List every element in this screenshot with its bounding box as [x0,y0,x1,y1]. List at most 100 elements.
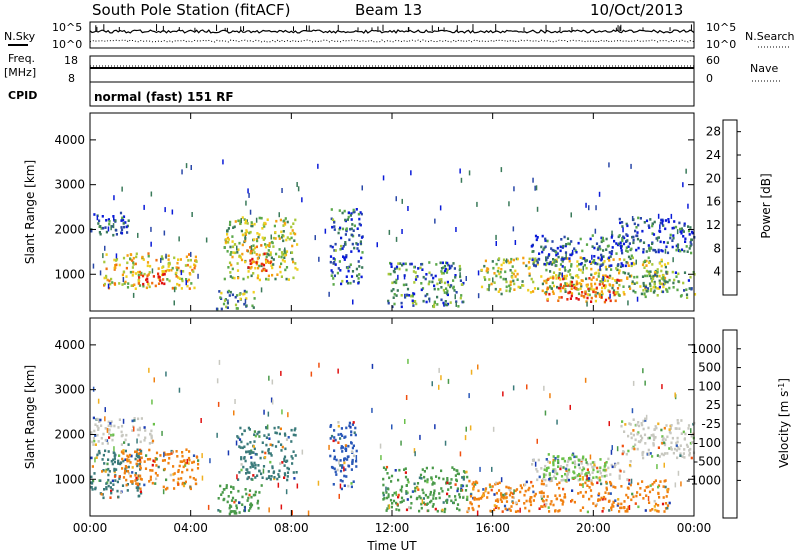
heatmap-cell [622,271,625,274]
heatmap-cell [277,234,280,238]
heatmap-cell [630,432,633,435]
heatmap-cell [283,464,286,467]
heatmap-cell [143,204,145,210]
heatmap-cell [122,215,126,218]
heatmap-cell [662,453,665,457]
heatmap-cell [534,492,537,496]
heatmap-cell [382,493,385,497]
heatmap-cell [246,471,249,474]
heatmap-cell [383,497,386,500]
heatmap-cell [291,510,293,516]
heatmap-cell [136,459,139,463]
heatmap-cell [644,380,646,386]
heatmap-cell [339,248,342,251]
heatmap-cell [515,501,518,504]
heatmap-cell [359,211,362,214]
heatmap-cell [178,283,181,287]
heatmap-cell [125,266,128,270]
y-tick-label: 1000 [54,267,85,281]
heatmap-cell [457,305,460,308]
heatmap-cell [618,474,621,478]
heatmap-cell [577,288,580,291]
heatmap-cell [675,449,678,452]
heatmap-cell [625,452,628,456]
heatmap-cell [267,244,271,247]
heatmap-cell [602,284,606,287]
heatmap-cell [103,462,106,465]
heatmap-cell [419,473,423,477]
heatmap-cell [388,476,391,480]
heatmap-cell [127,282,130,285]
heatmap-cell [430,273,433,277]
heatmap-cell [269,460,272,464]
heatmap-cell [249,503,252,507]
heatmap-cell [540,497,544,501]
heatmap-cell [98,449,101,453]
heatmap-cell [432,305,436,309]
heatmap-cell [580,283,583,286]
heatmap-cell [294,232,297,236]
heatmap-cell [347,484,350,488]
heatmap-cell [240,463,243,466]
heatmap-cell [661,435,664,438]
heatmap-cell [642,248,645,251]
heatmap-cell [126,483,129,486]
heatmap-cell [231,240,234,243]
heatmap-cell [400,487,403,493]
heatmap-cell [123,471,126,475]
heatmap-cell [110,225,112,231]
heatmap-cell [577,492,580,495]
heatmap-cell [157,282,161,285]
heatmap-cell [141,274,145,278]
heatmap-cell [122,449,125,452]
heatmap-cell [166,453,169,456]
heatmap-cell [254,476,257,479]
heatmap-cell [105,486,108,489]
heatmap-cell [636,296,639,302]
heatmap-cell [568,257,571,260]
heatmap-cell [598,469,601,473]
heatmap-cell [413,482,416,486]
heatmap-cell [665,424,668,427]
heatmap-cell [545,279,548,282]
heatmap-cell [450,284,453,287]
heatmap-cell [618,269,621,272]
heatmap-cell [493,272,496,275]
heatmap-cell [599,466,602,469]
heatmap-cell [553,261,556,264]
heatmap-cell [180,277,184,281]
heatmap-cell [659,480,662,483]
heatmap-cell [395,501,398,505]
heatmap-cell [344,243,347,246]
heatmap-cell [584,377,587,383]
heatmap-cell [328,444,330,450]
heatmap-cell [656,454,659,457]
heatmap-cell [586,474,588,480]
heatmap-cell [566,282,569,286]
heatmap-cell [571,249,574,255]
heatmap-cell [524,489,527,493]
heatmap-cell [580,460,583,464]
heatmap-cell [402,499,405,502]
heatmap-cell [645,290,648,293]
heatmap-cell [108,428,111,432]
heatmap-cell [126,286,130,289]
heatmap-cell [690,243,693,246]
heatmap-cell [266,244,269,247]
heatmap-cell [414,451,416,457]
heatmap-cell [351,223,354,226]
heatmap-cell [457,472,460,476]
heatmap-cell [625,222,628,226]
heatmap-cell [347,211,350,214]
heatmap-cell [633,222,636,226]
heatmap-cell [418,495,421,498]
heatmap-cell [569,297,572,300]
heatmap-cell [422,497,425,500]
heatmap-cell [550,247,553,250]
heatmap-cell [135,462,138,466]
heatmap-cell [567,291,570,295]
heatmap-cell [443,281,447,285]
heatmap-cell [258,491,261,494]
heatmap-cell [470,369,473,375]
heatmap-cell [261,476,264,479]
